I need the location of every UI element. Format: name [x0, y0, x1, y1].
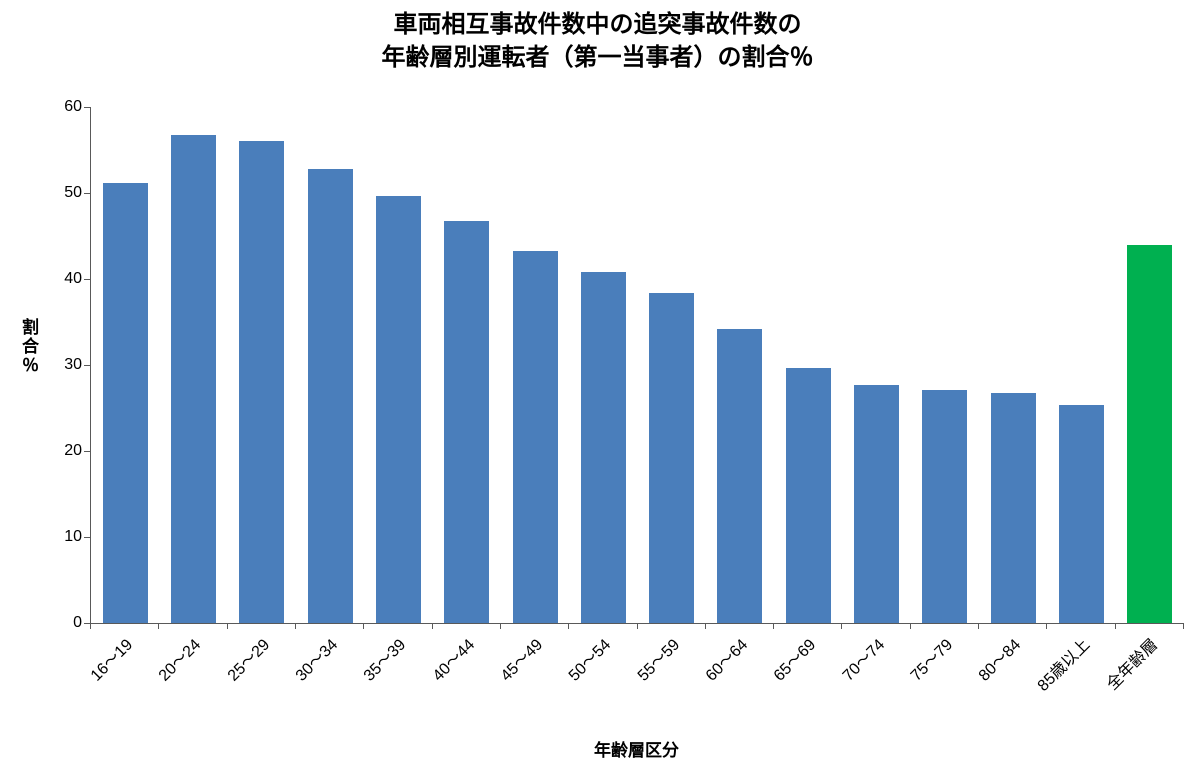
y-tick-label: 20 [64, 442, 82, 459]
y-tick-label: 10 [64, 528, 82, 545]
y-tick-mark [84, 193, 90, 194]
y-tick-label: 40 [64, 270, 82, 287]
y-tick-label: 60 [64, 98, 82, 115]
x-tick-mark [226, 624, 228, 629]
bar [649, 292, 695, 623]
x-tick-mark [1114, 624, 1116, 629]
y-tick-label: 0 [73, 614, 82, 631]
x-tick-mark [636, 624, 638, 629]
y-tick-mark [84, 623, 90, 624]
bar [580, 272, 626, 623]
y-tick-mark [84, 365, 90, 366]
y-tick-label: 30 [64, 356, 82, 373]
chart-title: 車両相互事故件数中の追突事故件数の 年齢層別運転者（第一当事者）の割合％ [0, 8, 1195, 74]
plot-area [90, 107, 1184, 624]
bar [922, 389, 968, 623]
x-tick-mark [1183, 624, 1184, 629]
x-tick-mark [1046, 624, 1048, 629]
bar [170, 135, 216, 623]
bar [239, 140, 285, 623]
chart-title-line-1: 車両相互事故件数中の追突事故件数の [393, 11, 802, 38]
bar [444, 221, 490, 623]
y-tick-mark [84, 107, 90, 108]
bar [307, 168, 353, 623]
bar [1059, 405, 1105, 623]
x-tick-mark [90, 624, 91, 629]
y-axis-title: 割合％ [19, 318, 38, 375]
bar [102, 182, 148, 623]
bar [512, 250, 558, 623]
x-tick-mark [773, 624, 775, 629]
x-tick-mark [158, 624, 160, 629]
bar [990, 393, 1036, 623]
x-tick-mark [499, 624, 501, 629]
x-tick-mark [431, 624, 433, 629]
y-tick-mark [84, 451, 90, 452]
x-tick-mark [294, 624, 296, 629]
y-tick-mark [84, 279, 90, 280]
bar [1127, 245, 1173, 623]
x-tick-mark [568, 624, 570, 629]
x-tick-mark [704, 624, 706, 629]
x-tick-mark [978, 624, 980, 629]
y-tick-mark [84, 537, 90, 538]
bar [375, 195, 421, 623]
x-tick-mark [841, 624, 843, 629]
bar [785, 368, 831, 623]
y-tick-label: 50 [64, 184, 82, 201]
x-axis-title: 年齢層区分 [594, 741, 679, 760]
bar [854, 384, 900, 623]
x-tick-mark [909, 624, 911, 629]
chart-title-line-2: 年齢層別運転者（第一当事者）の割合％ [381, 44, 814, 72]
x-tick-mark [363, 624, 365, 629]
bar [717, 328, 763, 623]
